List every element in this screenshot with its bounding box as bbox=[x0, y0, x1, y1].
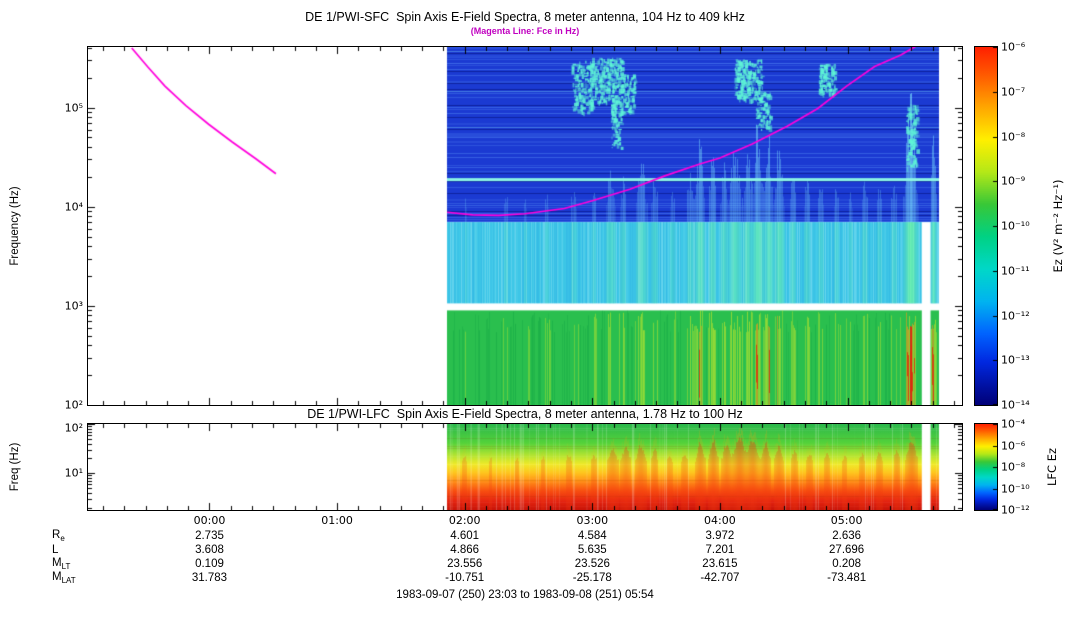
time-range-label: 1983-09-07 (250) 23:03 to 1983-09-08 (25… bbox=[396, 589, 654, 601]
ephemeris-value-MLT-05:00: 0.208 bbox=[832, 558, 862, 570]
ephemeris-value-Re-03:00: 4.584 bbox=[577, 530, 607, 542]
ephemeris-value-MLAT-00:00: 31.783 bbox=[191, 572, 228, 584]
lfc-colorbar-tick-4: 10⁻¹² bbox=[1001, 503, 1030, 517]
sfc-colorbar-tick-8: 10⁻¹⁴ bbox=[1001, 398, 1030, 412]
ephemeris-value-L-02:00: 4.866 bbox=[450, 544, 480, 556]
ephemeris-value-MLAT-02:00: -10.751 bbox=[445, 572, 485, 584]
xtick-03:00: 03:00 bbox=[576, 514, 609, 527]
xtick-01:00: 01:00 bbox=[321, 514, 353, 527]
ephemeris-value-MLT-03:00: 23.526 bbox=[574, 558, 610, 570]
sfc-colorbar-tick-1: 10⁻⁷ bbox=[1001, 85, 1026, 99]
lfc-ytick-10: 10¹ bbox=[64, 466, 83, 480]
lfc-plot-title: DE 1/PWI-LFC Spin Axis E-Field Spectra, … bbox=[307, 407, 743, 421]
sfc-ytick-1000: 10³ bbox=[64, 299, 83, 313]
sfc-colorbar-tick-0: 10⁻⁶ bbox=[1001, 40, 1026, 54]
lfc-colorbar-label: LFC Ez bbox=[1045, 447, 1059, 487]
lfc-spectrogram-canvas bbox=[87, 423, 963, 511]
sfc-colorbar-tick-6: 10⁻¹² bbox=[1001, 309, 1030, 322]
sfc-y-axis-label: Frequency (Hz) bbox=[9, 186, 21, 266]
sfc-colorbar-tick-7: 10⁻¹³ bbox=[1001, 353, 1030, 367]
xtick-00:00: 00:00 bbox=[193, 514, 226, 527]
lfc-y-axis-label: Freq (Hz) bbox=[9, 442, 21, 492]
sfc-colorbar bbox=[974, 46, 998, 406]
lfc-colorbar bbox=[974, 423, 998, 511]
sfc-colorbar-tick-4: 10⁻¹⁰ bbox=[1001, 219, 1030, 233]
ephemeris-value-Re-02:00: 4.601 bbox=[450, 530, 480, 542]
sfc-ytick-100000: 10⁵ bbox=[64, 101, 83, 115]
ephemeris-value-L-05:00: 27.696 bbox=[829, 544, 865, 556]
xtick-02:00: 02:00 bbox=[448, 514, 481, 527]
sfc-ytick-100: 10² bbox=[64, 398, 83, 412]
sfc-colorbar-tick-5: 10⁻¹¹ bbox=[1001, 264, 1030, 278]
sfc-colorbar-label: Ez (V² m⁻² Hz⁻¹) bbox=[1051, 179, 1065, 273]
ephemeris-value-L-00:00: 3.608 bbox=[195, 544, 224, 556]
ephemeris-row-label-Re: Re bbox=[52, 528, 65, 544]
ephemeris-row-label-L: L bbox=[52, 544, 59, 556]
xtick-04:00: 04:00 bbox=[704, 514, 736, 527]
lfc-colorbar-tick-3: 10⁻¹⁰ bbox=[1001, 482, 1030, 495]
sfc-colorbar-tick-3: 10⁻⁹ bbox=[1001, 174, 1026, 188]
sfc-spectrogram-canvas bbox=[87, 46, 963, 406]
ephemeris-value-MLAT-04:00: -42.707 bbox=[700, 572, 740, 584]
sfc-colorbar-tick-2: 10⁻⁸ bbox=[1001, 130, 1026, 143]
ephemeris-value-MLAT-05:00: -73.481 bbox=[827, 572, 867, 584]
ephemeris-row-label-MLAT: MLAT bbox=[52, 570, 76, 586]
ephemeris-value-MLT-04:00: 23.615 bbox=[702, 558, 738, 570]
ephemeris-value-L-04:00: 7.201 bbox=[705, 544, 735, 556]
lfc-colorbar-tick-2: 10⁻⁸ bbox=[1001, 460, 1026, 474]
lfc-colorbar-tick-1: 10⁻⁶ bbox=[1001, 439, 1026, 452]
ephemeris-value-Re-00:00: 2.735 bbox=[195, 530, 224, 542]
ephemeris-value-Re-05:00: 2.636 bbox=[832, 530, 862, 542]
fce-line-legend: (Magenta Line: Fce in Hz) bbox=[470, 26, 580, 36]
ephemeris-value-MLAT-03:00: -25.178 bbox=[572, 572, 612, 584]
ephemeris-value-MLT-00:00: 0.109 bbox=[195, 558, 224, 570]
sfc-plot-title: DE 1/PWI-SFC Spin Axis E-Field Spectra, … bbox=[305, 10, 745, 24]
lfc-ytick-100: 10² bbox=[64, 421, 83, 435]
lfc-colorbar-tick-0: 10⁻⁴ bbox=[1001, 417, 1026, 431]
ephemeris-value-L-03:00: 5.635 bbox=[577, 544, 607, 556]
ephemeris-value-MLT-02:00: 23.556 bbox=[447, 558, 483, 570]
xtick-05:00: 05:00 bbox=[830, 514, 863, 527]
ephemeris-row-label-MLT: MLT bbox=[52, 556, 71, 572]
ephemeris-value-Re-04:00: 3.972 bbox=[705, 530, 735, 542]
sfc-ytick-10000: 10⁴ bbox=[64, 200, 83, 214]
